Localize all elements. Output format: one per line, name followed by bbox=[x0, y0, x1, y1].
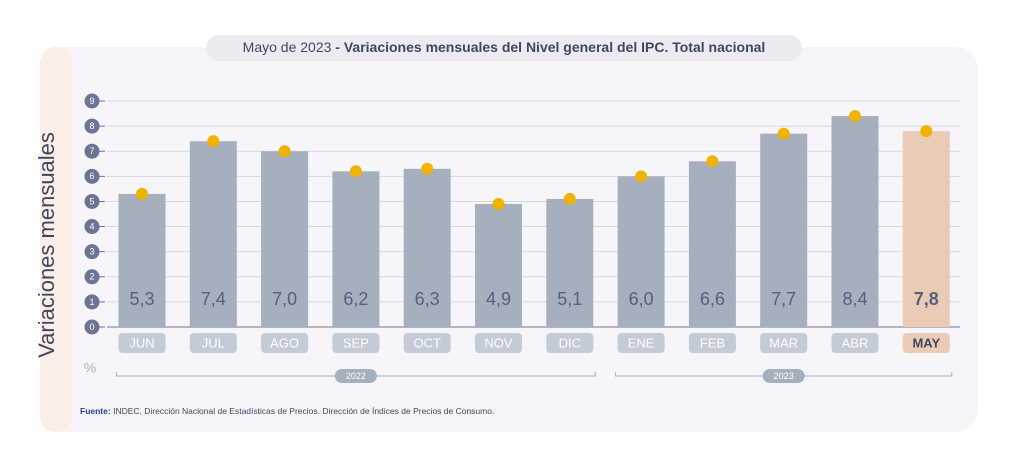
source: INDEC, Dirección Nacional de Estadística… bbox=[113, 406, 494, 416]
point bbox=[635, 170, 648, 183]
bar bbox=[118, 193, 166, 327]
point bbox=[492, 197, 505, 210]
y-tick-marker bbox=[84, 319, 105, 335]
x-tick-label: OCT bbox=[413, 335, 441, 350]
title-line: Mayo de 2023 - Variaciones mensuales del… bbox=[243, 39, 766, 55]
value-label: 7,0 bbox=[272, 289, 297, 309]
x-tick-label: MAR bbox=[769, 335, 798, 350]
y-tick-marker bbox=[84, 244, 105, 260]
bar bbox=[475, 203, 522, 327]
y-unit: % bbox=[84, 360, 96, 376]
y-tick-label: 9 bbox=[89, 96, 94, 106]
x-tick-label: FEB bbox=[700, 335, 725, 350]
y-tick-label: 5 bbox=[89, 196, 94, 206]
subtitle: Mayo de 2023 bbox=[243, 39, 332, 55]
y-tick-marker bbox=[84, 143, 105, 159]
point bbox=[777, 127, 790, 140]
y-axis-label: Variaciones mensuales bbox=[34, 132, 59, 358]
category-pill bbox=[617, 333, 665, 353]
x-tick-label: MAY bbox=[912, 335, 940, 350]
point bbox=[563, 192, 576, 205]
source-line: Fuente: INDEC, Dirección Nacional de Est… bbox=[80, 406, 494, 416]
category-pill bbox=[189, 333, 237, 353]
y-tick-marker bbox=[84, 219, 105, 235]
y-tick-marker bbox=[84, 269, 105, 285]
point bbox=[421, 162, 434, 175]
category-pill bbox=[332, 333, 380, 353]
point bbox=[278, 145, 291, 158]
bar bbox=[902, 131, 950, 327]
group-pill bbox=[762, 369, 805, 383]
value-label: 6,0 bbox=[629, 289, 654, 309]
y-tick-label: 8 bbox=[89, 121, 94, 131]
value-label: 5,3 bbox=[129, 289, 154, 309]
y-tick-marker bbox=[84, 294, 105, 310]
bar bbox=[688, 161, 736, 327]
category-pill bbox=[546, 333, 594, 353]
value-label: 8,4 bbox=[842, 289, 867, 309]
category-pill bbox=[688, 333, 736, 353]
y-tick-label: 6 bbox=[89, 171, 94, 181]
point bbox=[207, 135, 220, 148]
side-strip bbox=[40, 47, 72, 432]
y-tick-marker bbox=[84, 118, 105, 134]
y-tick-label: 7 bbox=[89, 146, 94, 156]
value-label: 4,9 bbox=[486, 289, 511, 309]
bar bbox=[332, 171, 380, 327]
x-tick-label: AGO bbox=[270, 335, 299, 350]
source-label: Fuente: bbox=[80, 406, 111, 416]
point bbox=[706, 155, 719, 168]
bar bbox=[617, 176, 665, 327]
value-label: 7,4 bbox=[201, 289, 226, 309]
x-tick-label: NOV bbox=[484, 335, 513, 350]
value-label: 7,7 bbox=[771, 289, 796, 309]
x-tick-label: ABR bbox=[842, 335, 869, 350]
y-tick-marker bbox=[84, 168, 105, 184]
category-pill bbox=[118, 333, 166, 353]
bar bbox=[189, 141, 237, 327]
value-label: 7,8 bbox=[914, 289, 939, 309]
point bbox=[349, 165, 362, 178]
point bbox=[920, 125, 933, 138]
group-label: 2022 bbox=[346, 371, 366, 381]
bar bbox=[261, 151, 309, 327]
category-pill bbox=[760, 333, 808, 353]
category-pill bbox=[831, 333, 879, 353]
x-tick-label: DIC bbox=[559, 335, 581, 350]
group-label: 2023 bbox=[774, 371, 794, 381]
y-tick-label: 1 bbox=[89, 297, 94, 307]
category-pill bbox=[403, 333, 451, 353]
y-tick-marker bbox=[84, 193, 105, 209]
category-pill bbox=[902, 333, 950, 353]
category-pill bbox=[261, 333, 309, 353]
y-tick-label: 0 bbox=[89, 322, 94, 332]
bar bbox=[546, 198, 594, 327]
x-tick-label: JUL bbox=[202, 335, 225, 350]
title-pill bbox=[206, 35, 802, 61]
x-tick-label: ENE bbox=[628, 335, 655, 350]
value-label: 6,3 bbox=[415, 289, 440, 309]
bar bbox=[760, 133, 808, 327]
point bbox=[136, 187, 148, 200]
value-label: 5,1 bbox=[557, 289, 582, 309]
value-label: 6,2 bbox=[343, 289, 368, 309]
y-tick-label: 3 bbox=[89, 247, 94, 257]
chart-title: - Variaciones mensuales del Nivel genera… bbox=[335, 39, 765, 55]
y-tick-label: 2 bbox=[89, 272, 94, 282]
x-tick-label: SEP bbox=[343, 335, 369, 350]
group-pill bbox=[334, 369, 377, 383]
value-label: 6,6 bbox=[700, 289, 725, 309]
y-tick-label: 4 bbox=[89, 221, 94, 231]
x-tick-label: JUN bbox=[129, 335, 154, 350]
category-pill bbox=[475, 333, 522, 353]
bar bbox=[403, 168, 451, 327]
point bbox=[849, 110, 861, 123]
bar bbox=[831, 116, 879, 327]
y-tick-marker bbox=[84, 93, 105, 109]
